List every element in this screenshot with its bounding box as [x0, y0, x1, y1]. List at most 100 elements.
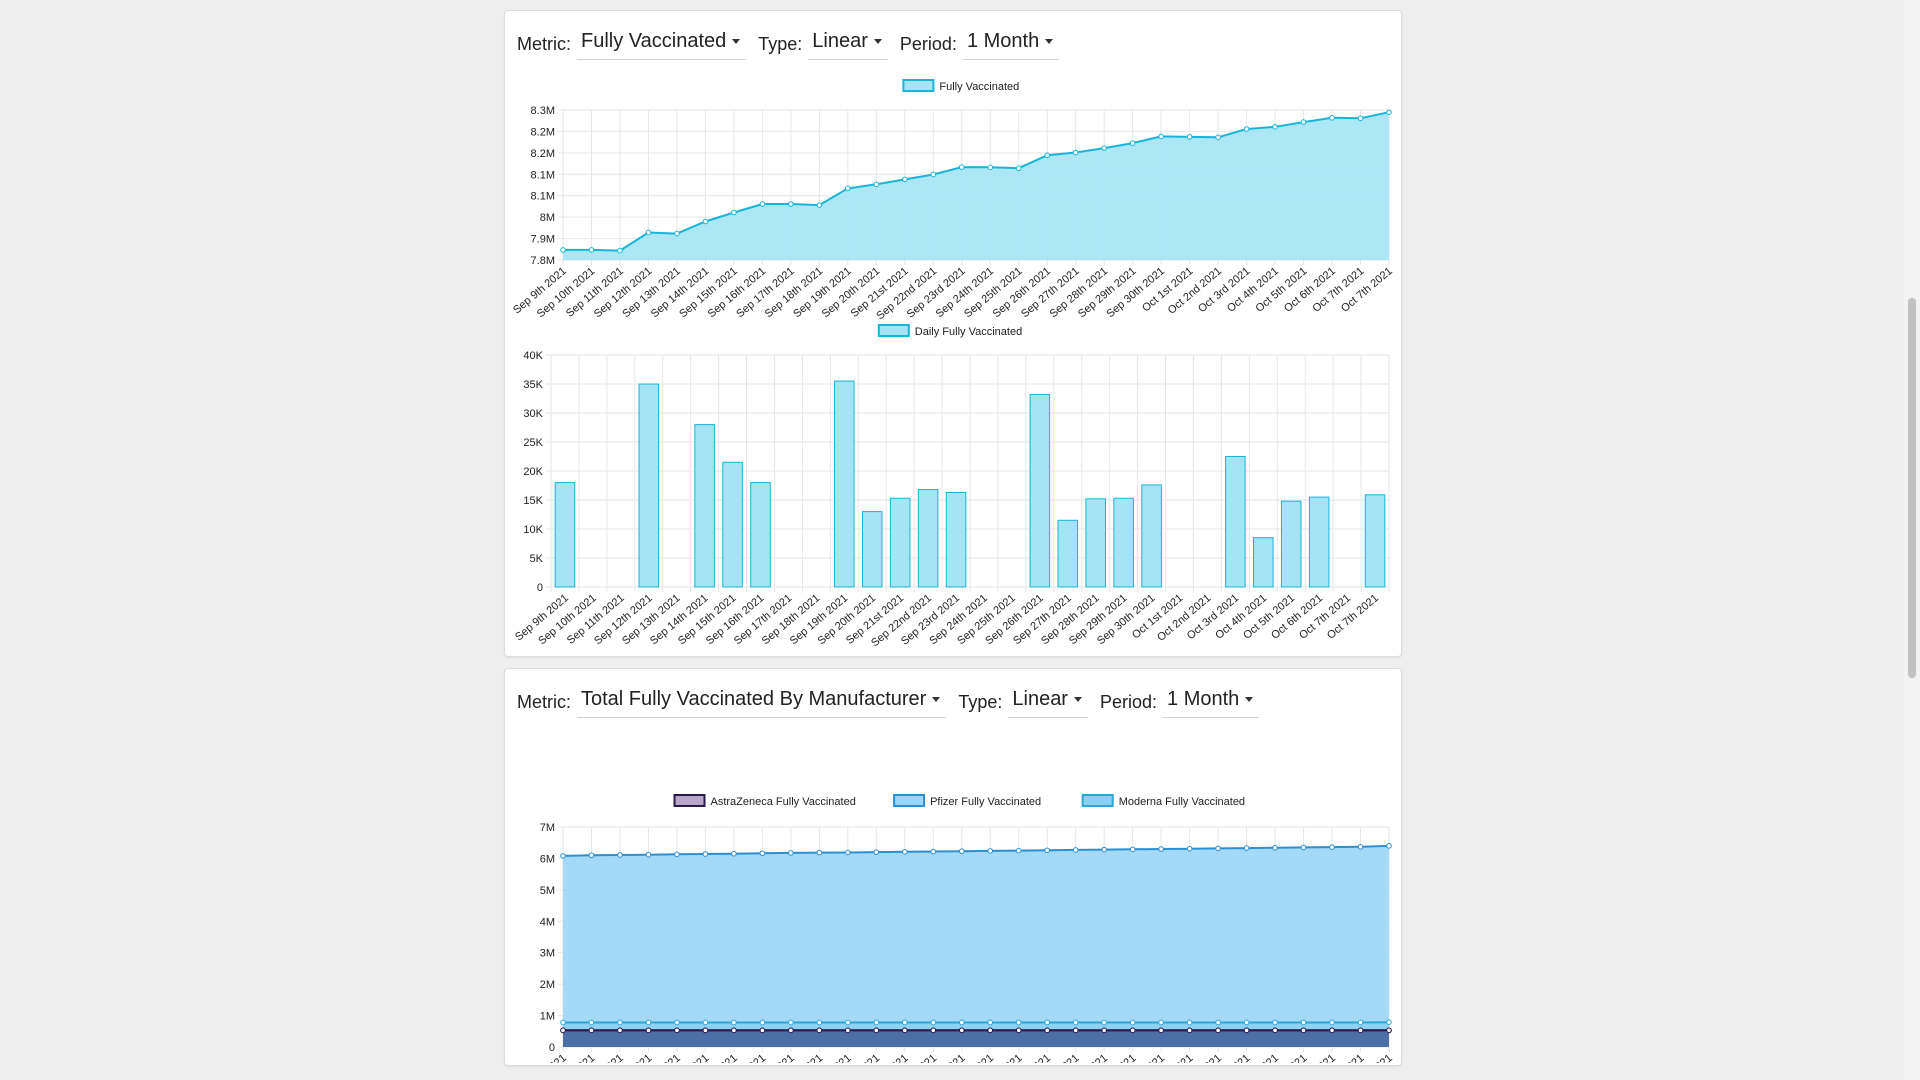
- legend: Fully Vaccinated: [902, 79, 1019, 93]
- data-point: [1044, 152, 1051, 159]
- data-point: [560, 1027, 566, 1034]
- period-value: 1 Month: [1167, 688, 1240, 710]
- data-point: [560, 247, 566, 253]
- bar: [1113, 497, 1134, 588]
- period-dropdown[interactable]: 1 Month: [962, 28, 1060, 60]
- data-point: [788, 201, 794, 207]
- type-dropdown[interactable]: Linear: [1008, 686, 1088, 718]
- data-point: [901, 176, 908, 183]
- data-point: [1158, 1019, 1164, 1026]
- data-point: [1386, 109, 1392, 116]
- data-point: [845, 1019, 851, 1026]
- y-tick-label: 8.1M: [531, 191, 555, 203]
- data-point: [958, 1027, 965, 1034]
- data-point: [1186, 1027, 1193, 1034]
- metric-value: Total Fully Vaccinated By Manufacturer: [581, 688, 927, 710]
- legend-label: Moderna Fully Vaccinated: [1119, 796, 1245, 808]
- period-value: 1 Month: [966, 30, 1040, 52]
- data-point: [816, 849, 823, 856]
- data-point: [617, 1027, 623, 1034]
- data-point: [1129, 1019, 1136, 1026]
- legend-label: Fully Vaccinated: [939, 81, 1019, 93]
- cumulative-line-chart: 7.8M 7.9M 8M 8.1M 8.1M 8.2M 8.2M 8.3M Fully Vacc…: [511, 79, 1395, 322]
- data-point: [1072, 1027, 1079, 1034]
- data-point: [1329, 1019, 1335, 1026]
- data-point: [1329, 1027, 1335, 1034]
- metric-dropdown[interactable]: Fully Vaccinated: [577, 28, 747, 60]
- data-point: [702, 1019, 709, 1026]
- legend-label: AstraZeneca Fully Vaccinated: [711, 796, 856, 808]
- data-point: [1158, 1027, 1164, 1034]
- data-point: [731, 850, 737, 857]
- bar: [1280, 500, 1302, 588]
- data-point: [617, 247, 623, 254]
- y-tick-label: 6M: [540, 853, 555, 865]
- legend-swatch: [893, 794, 926, 807]
- data-point: [816, 1019, 823, 1026]
- data-point: [1300, 844, 1307, 851]
- grid: [546, 354, 1390, 592]
- data-point: [1243, 126, 1250, 132]
- data-point: [1215, 845, 1221, 852]
- legend-label: Daily Fully Vaccinated: [915, 326, 1022, 338]
- data-point: [987, 164, 994, 171]
- data-point: [1072, 149, 1079, 156]
- data-point: [1300, 1019, 1307, 1026]
- caret-down-icon: [1045, 39, 1054, 44]
- data-point: [1158, 133, 1164, 140]
- data-point: [731, 1019, 737, 1026]
- data-point: [987, 848, 994, 854]
- y-tick-label: 8.3M: [531, 105, 555, 117]
- y-tick-label: 1M: [540, 1011, 555, 1023]
- data-point: [873, 1019, 880, 1026]
- data-point: [958, 1019, 965, 1026]
- fully-vaccinated-card: Metric: Fully Vaccinated Type: Linear Pe…: [504, 10, 1402, 657]
- metric-label: Metric:: [517, 33, 571, 54]
- data-point: [845, 1027, 851, 1034]
- data-point: [930, 1019, 937, 1026]
- scrollbar-thumb[interactable]: [1908, 298, 1916, 678]
- legend: Daily Fully Vaccinated: [877, 324, 1022, 338]
- legend-swatch: [673, 794, 706, 807]
- data-point: [645, 229, 652, 236]
- data-point: [645, 1027, 652, 1034]
- data-point: [816, 1027, 823, 1034]
- series-line: [563, 111, 1390, 252]
- type-label: Type:: [758, 33, 803, 54]
- series-area: [563, 845, 1389, 1047]
- data-point: [674, 851, 680, 858]
- data-point: [588, 1027, 595, 1034]
- data-point: [617, 852, 623, 858]
- bar: [554, 482, 576, 588]
- data-point: [1243, 845, 1250, 851]
- y-tick-label: 2M: [540, 979, 555, 991]
- y-tick-label: 4M: [540, 916, 555, 928]
- metric-dropdown[interactable]: Total Fully Vaccinated By Manufacturer: [577, 686, 947, 718]
- data-point: [1243, 1019, 1250, 1026]
- data-point: [1186, 1019, 1193, 1026]
- period-dropdown[interactable]: 1 Month: [1163, 686, 1260, 718]
- bar: [722, 461, 743, 588]
- data-point: [1300, 1027, 1307, 1034]
- y-tick-label: 7M: [540, 822, 555, 834]
- data-point: [1272, 123, 1278, 130]
- data-point: [1386, 843, 1392, 849]
- data-point: [1357, 1019, 1364, 1026]
- type-dropdown[interactable]: Linear: [808, 28, 888, 60]
- data-point: [1386, 1019, 1392, 1025]
- legend-swatch: [1081, 794, 1114, 807]
- data-point: [845, 185, 851, 192]
- data-point: [1072, 847, 1079, 853]
- y-tick-label: 0: [549, 1042, 555, 1054]
- caret-down-icon: [873, 39, 882, 44]
- data-point: [1072, 1019, 1079, 1026]
- data-point: [930, 1027, 937, 1034]
- y-tick-label: 8.2M: [531, 148, 555, 160]
- page-scrollbar[interactable]: [1904, 0, 1920, 1080]
- data-point: [674, 1019, 680, 1026]
- y-tick-label: 25K: [523, 437, 543, 449]
- bar: [1085, 498, 1106, 588]
- bar: [861, 511, 883, 588]
- data-point: [1272, 844, 1278, 851]
- data-point: [674, 230, 680, 237]
